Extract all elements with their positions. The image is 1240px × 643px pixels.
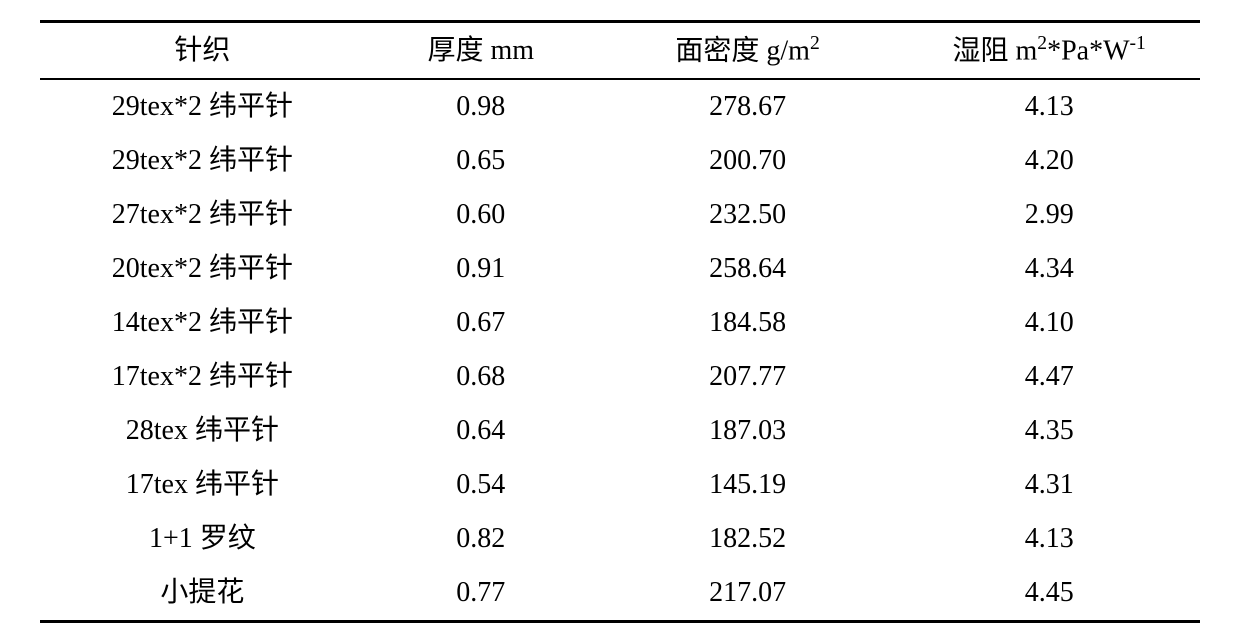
table-cell: 0.64 [365,404,597,458]
table-row: 29tex*2 纬平针0.65200.704.20 [40,134,1200,188]
table-cell: 4.47 [898,350,1200,404]
table-cell: 27tex*2 纬平针 [40,188,365,242]
table-row: 29tex*2 纬平针0.98278.674.13 [40,79,1200,134]
table-cell: 4.35 [898,404,1200,458]
table-cell: 4.13 [898,512,1200,566]
table-cell: 1+1 罗纹 [40,512,365,566]
table-row: 14tex*2 纬平针0.67184.584.10 [40,296,1200,350]
header-area-density: 面密度 g/m2 [597,22,899,80]
table-row: 小提花0.77217.074.45 [40,566,1200,622]
table-cell: 0.91 [365,242,597,296]
table-cell: 0.60 [365,188,597,242]
table-cell: 0.54 [365,458,597,512]
table-cell: 4.45 [898,566,1200,622]
table-cell: 4.20 [898,134,1200,188]
table-row: 28tex 纬平针0.64187.034.35 [40,404,1200,458]
header-wet-resistance: 湿阻 m2*Pa*W-1 [898,22,1200,80]
table-cell: 0.82 [365,512,597,566]
table-cell: 207.77 [597,350,899,404]
table-cell: 187.03 [597,404,899,458]
table-cell: 0.77 [365,566,597,622]
table-cell: 17tex*2 纬平针 [40,350,365,404]
table-cell: 145.19 [597,458,899,512]
table-cell: 4.31 [898,458,1200,512]
table-cell: 29tex*2 纬平针 [40,79,365,134]
fabric-properties-table: 针织 厚度 mm 面密度 g/m2 湿阻 m2*Pa*W-1 29tex*2 纬… [40,20,1200,623]
table-cell: 4.10 [898,296,1200,350]
table-cell: 232.50 [597,188,899,242]
table-cell: 29tex*2 纬平针 [40,134,365,188]
header-thickness: 厚度 mm [365,22,597,80]
table-cell: 4.13 [898,79,1200,134]
header-knitting: 针织 [40,22,365,80]
table-cell: 278.67 [597,79,899,134]
table-row: 20tex*2 纬平针0.91258.644.34 [40,242,1200,296]
table-cell: 小提花 [40,566,365,622]
table-cell: 28tex 纬平针 [40,404,365,458]
table-header-row: 针织 厚度 mm 面密度 g/m2 湿阻 m2*Pa*W-1 [40,22,1200,80]
table-row: 27tex*2 纬平针0.60232.502.99 [40,188,1200,242]
table-cell: 0.68 [365,350,597,404]
table-cell: 182.52 [597,512,899,566]
table-cell: 20tex*2 纬平针 [40,242,365,296]
table-cell: 258.64 [597,242,899,296]
table-cell: 217.07 [597,566,899,622]
table-cell: 4.34 [898,242,1200,296]
table-cell: 17tex 纬平针 [40,458,365,512]
table-cell: 2.99 [898,188,1200,242]
table-cell: 0.65 [365,134,597,188]
table-row: 1+1 罗纹0.82182.524.13 [40,512,1200,566]
table-row: 17tex*2 纬平针0.68207.774.47 [40,350,1200,404]
table-cell: 200.70 [597,134,899,188]
table-cell: 14tex*2 纬平针 [40,296,365,350]
table-cell: 0.67 [365,296,597,350]
table-cell: 0.98 [365,79,597,134]
table-body: 29tex*2 纬平针0.98278.674.1329tex*2 纬平针0.65… [40,79,1200,622]
table-row: 17tex 纬平针0.54145.194.31 [40,458,1200,512]
table-cell: 184.58 [597,296,899,350]
